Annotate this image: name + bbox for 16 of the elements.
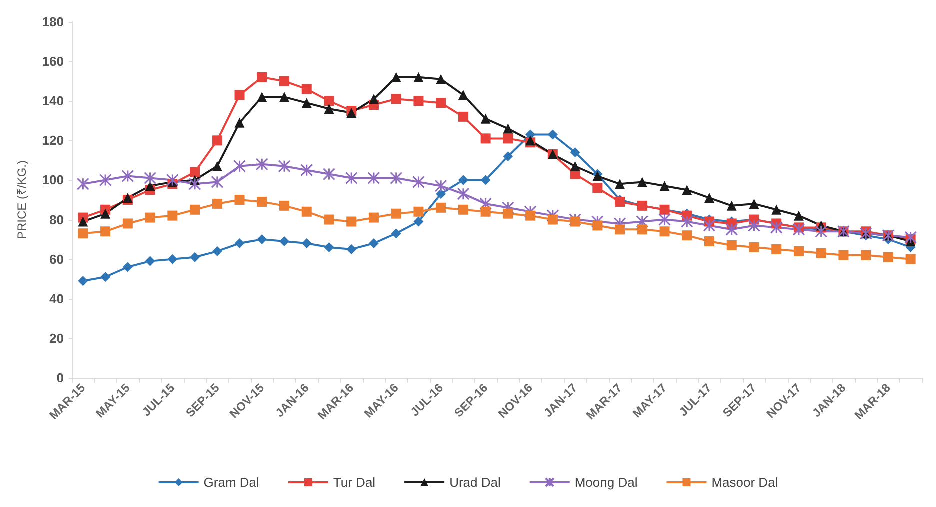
y-tick-label: 40	[50, 291, 64, 306]
y-tick-label: 100	[42, 172, 64, 188]
y-tick-label: 60	[50, 252, 64, 267]
legend-label: Urad Dal	[450, 475, 501, 490]
y-tick-label: 140	[42, 94, 64, 109]
y-axis-title: PRICE (₹/KG.)	[15, 160, 29, 240]
y-tick-label: 160	[42, 54, 64, 70]
legend-label: Masoor Dal	[712, 475, 778, 490]
y-tick-label: 120	[42, 133, 64, 148]
legend-label: Moong Dal	[574, 475, 638, 490]
legend-label: Tur Dal	[333, 475, 376, 490]
y-tick-label: 180	[42, 14, 64, 30]
y-tick-label: 20	[50, 330, 64, 346]
legend-label: Gram Dal	[204, 475, 260, 490]
y-tick-label: 80	[50, 212, 64, 228]
y-tick-label: 0	[56, 370, 64, 386]
